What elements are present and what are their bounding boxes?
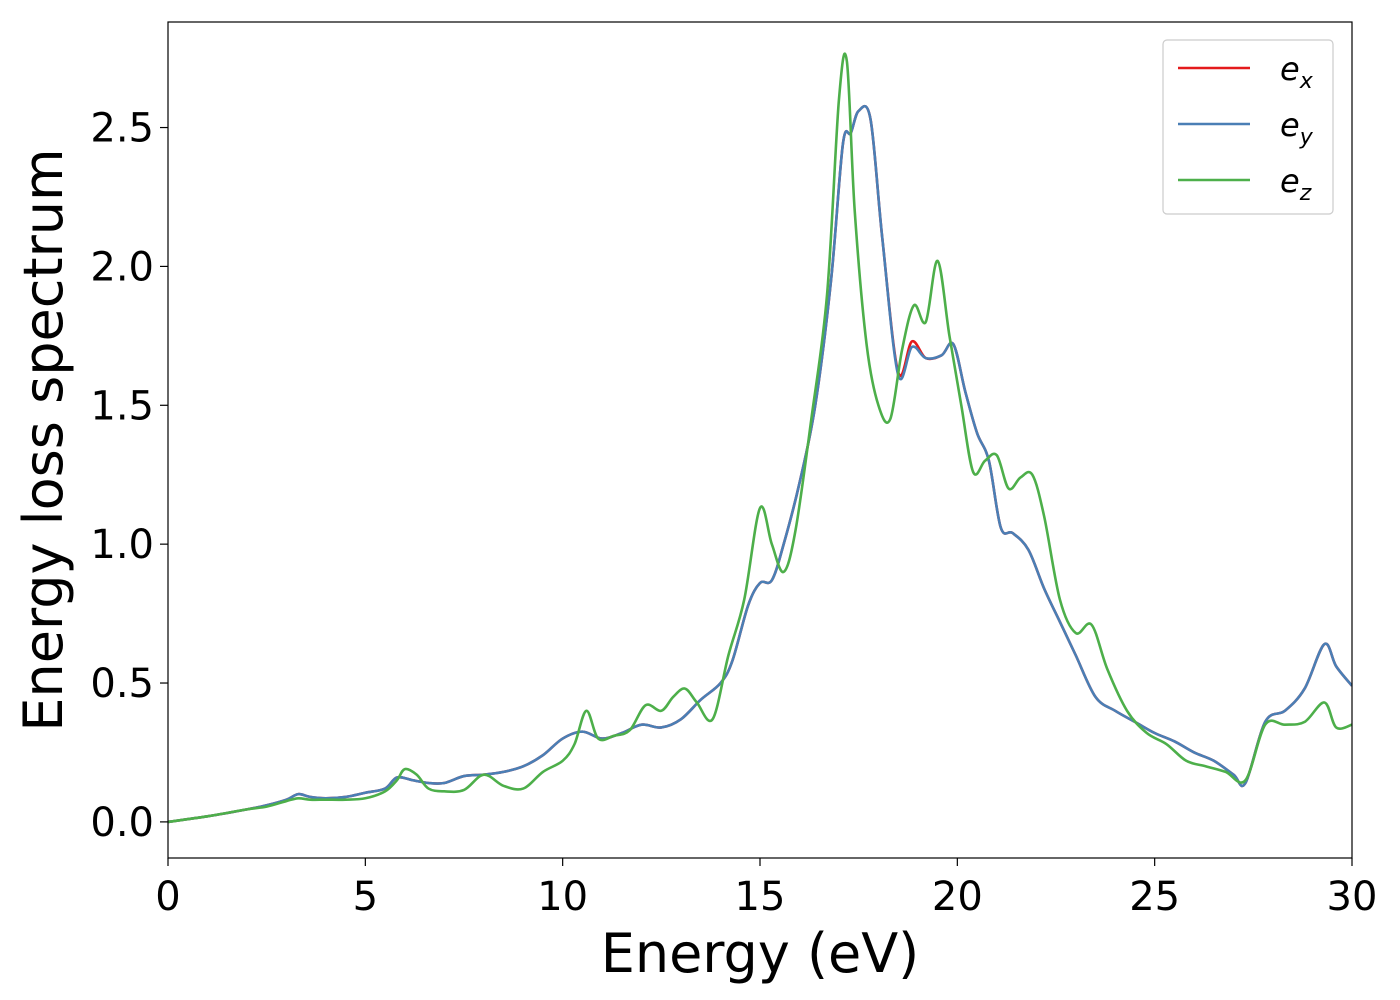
y-tick-label: 0.5 <box>90 661 154 707</box>
x-tick-label: 30 <box>1327 874 1378 920</box>
legend-box <box>1162 39 1334 215</box>
legend-label-x: ex <box>1280 50 1314 94</box>
x-axis-title: Energy (eV) <box>601 922 920 985</box>
y-axis: 0.0 0.5 1.0 1.5 2.0 2.5 <box>90 106 168 846</box>
y-tick-label: 0.0 <box>90 800 154 846</box>
x-tick-label: 0 <box>155 874 180 920</box>
y-tick-label: 2.0 <box>90 244 154 290</box>
y-axis-title: Energy loss spectrum <box>12 148 75 731</box>
series-layer <box>168 52 1352 824</box>
y-tick-label: 1.5 <box>90 383 154 429</box>
legend-label-y: ey <box>1280 106 1314 150</box>
x-tick-label: 20 <box>932 874 983 920</box>
series-line-z <box>168 52 1352 824</box>
legend: ex ey ez <box>1162 39 1334 215</box>
x-tick-label: 25 <box>1129 874 1180 920</box>
y-tick-label: 2.5 <box>90 106 154 152</box>
y-tick-label: 1.0 <box>90 522 154 568</box>
x-tick-label: 10 <box>537 874 588 920</box>
x-axis: 0 5 10 15 20 25 30 <box>155 858 1377 920</box>
x-tick-label: 15 <box>735 874 786 920</box>
x-tick-label: 5 <box>353 874 378 920</box>
legend-label-z: ez <box>1280 162 1312 206</box>
